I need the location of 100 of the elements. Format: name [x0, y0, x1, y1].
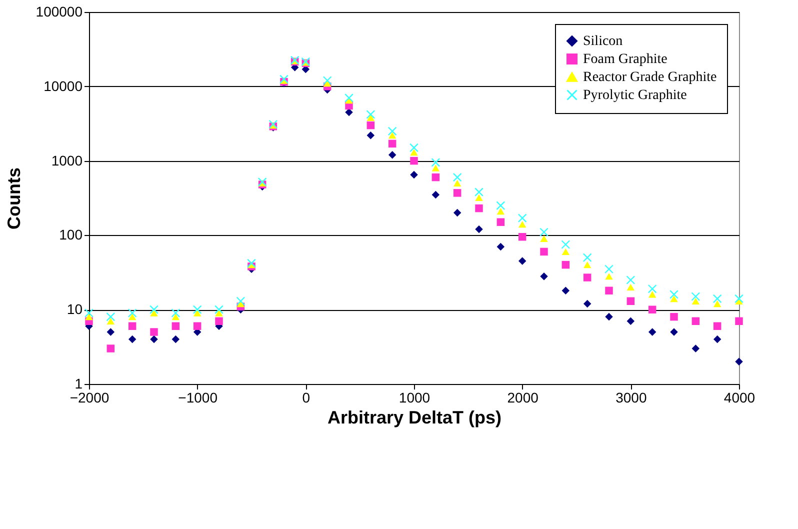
point — [193, 310, 202, 316]
x-tick-label: −2000 — [70, 390, 110, 406]
point — [670, 312, 678, 321]
point — [388, 132, 396, 139]
point — [691, 292, 700, 301]
point — [475, 194, 483, 201]
point — [432, 164, 440, 172]
point — [496, 242, 505, 251]
point — [388, 151, 396, 159]
point — [583, 274, 592, 282]
point — [670, 290, 678, 299]
point — [431, 158, 440, 167]
point — [344, 93, 354, 102]
point — [562, 248, 570, 256]
point — [605, 272, 613, 280]
point — [280, 74, 288, 84]
point — [626, 276, 636, 284]
point — [193, 322, 202, 330]
point — [366, 114, 375, 122]
point — [171, 308, 180, 318]
point — [518, 257, 526, 265]
point — [735, 317, 743, 325]
point — [128, 308, 137, 318]
point — [410, 170, 418, 179]
legend-label: Reactor Grade Graphite — [583, 70, 717, 85]
point — [540, 248, 548, 256]
point — [388, 126, 397, 136]
point — [518, 220, 526, 228]
legend-label: Silicon — [583, 34, 623, 49]
point — [106, 318, 115, 324]
point — [322, 76, 332, 85]
point — [150, 305, 158, 314]
point — [366, 121, 375, 130]
x-axis-title: Arbitrary DeltaT (ps) — [327, 408, 502, 428]
point — [582, 253, 592, 262]
point — [215, 317, 223, 325]
point — [648, 328, 656, 336]
point — [214, 305, 224, 314]
y-axis-title: Counts — [4, 168, 24, 230]
point — [150, 328, 158, 336]
point — [626, 297, 635, 305]
x-tick-label: 0 — [302, 390, 310, 406]
x-tick-label: 1000 — [398, 390, 430, 406]
y-tick-label: 1 — [74, 376, 83, 392]
point — [735, 358, 743, 366]
point — [453, 208, 462, 217]
point — [540, 272, 548, 280]
point — [734, 294, 744, 304]
point — [432, 173, 440, 182]
point — [85, 313, 93, 320]
point — [453, 189, 462, 197]
point — [432, 190, 440, 199]
point — [453, 180, 462, 187]
point — [583, 300, 592, 308]
point — [713, 300, 722, 308]
point — [388, 140, 396, 148]
point — [192, 305, 202, 314]
point — [540, 235, 548, 242]
legend-label: Foam Graphite — [583, 52, 668, 67]
point — [626, 284, 635, 291]
point — [562, 286, 570, 294]
point — [150, 335, 158, 344]
point — [518, 232, 526, 241]
point — [670, 328, 678, 336]
y-tick-label: 100 — [59, 226, 83, 243]
point — [366, 131, 375, 140]
point — [172, 335, 180, 344]
point — [215, 310, 223, 316]
point — [605, 312, 613, 321]
point — [496, 201, 506, 210]
point — [496, 208, 505, 215]
point — [106, 344, 115, 352]
x-tick-label: 4000 — [724, 390, 756, 406]
point — [366, 110, 376, 119]
point — [713, 335, 722, 344]
point — [648, 306, 656, 314]
point — [540, 228, 548, 237]
x-tick-label: −1000 — [178, 390, 218, 406]
point — [713, 322, 722, 330]
point — [172, 313, 180, 320]
point — [172, 322, 180, 330]
point — [452, 172, 462, 182]
point — [410, 148, 418, 156]
point — [670, 295, 678, 302]
point — [605, 286, 613, 294]
point — [128, 322, 136, 330]
point — [518, 214, 527, 223]
point — [626, 317, 635, 325]
point — [150, 310, 158, 316]
y-tick-label: 10000 — [44, 78, 83, 94]
point — [583, 261, 592, 268]
legend-label: Pyrolytic Graphite — [583, 88, 687, 103]
point — [106, 328, 115, 336]
point — [648, 284, 657, 294]
x-tick-label: 2000 — [507, 390, 539, 406]
point — [712, 294, 722, 304]
point — [128, 335, 136, 344]
point — [410, 156, 418, 165]
point — [475, 204, 483, 212]
point — [247, 258, 256, 268]
